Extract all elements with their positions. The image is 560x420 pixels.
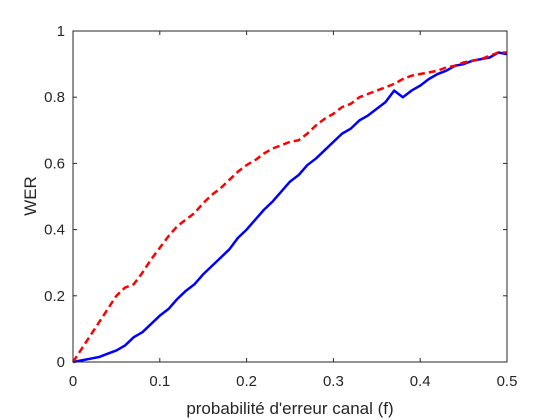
y-tick-label: 0.2 (44, 288, 65, 305)
x-tick-label: 0.2 (236, 373, 257, 390)
y-tick-label: 0.4 (44, 222, 65, 239)
y-tick-label: 0.6 (44, 155, 65, 172)
y-tick-label: 1 (57, 23, 65, 40)
series-layer (71, 51, 508, 364)
tick-layer: 0 0.1 0.2 0.3 0.4 0.5 0 0.2 0.4 0.6 0.8 1 (44, 23, 517, 390)
series-line-blue-solid (72, 51, 508, 364)
x-tick-label: 0.1 (149, 373, 170, 390)
x-tick-label: 0.5 (497, 373, 518, 390)
x-tick-label: 0 (69, 373, 77, 390)
y-axis-label: WER (21, 176, 40, 216)
x-axis-label: probabilité d'erreur canal (f) (186, 399, 393, 418)
series-line-red-dashed (71, 51, 507, 363)
y-tick-label: 0 (57, 354, 65, 371)
x-tick-label: 0.4 (410, 373, 431, 390)
y-tick-label: 0.8 (44, 89, 65, 106)
plot-background (73, 31, 507, 362)
x-tick-label: 0.3 (323, 373, 344, 390)
axes-box (72, 30, 508, 363)
